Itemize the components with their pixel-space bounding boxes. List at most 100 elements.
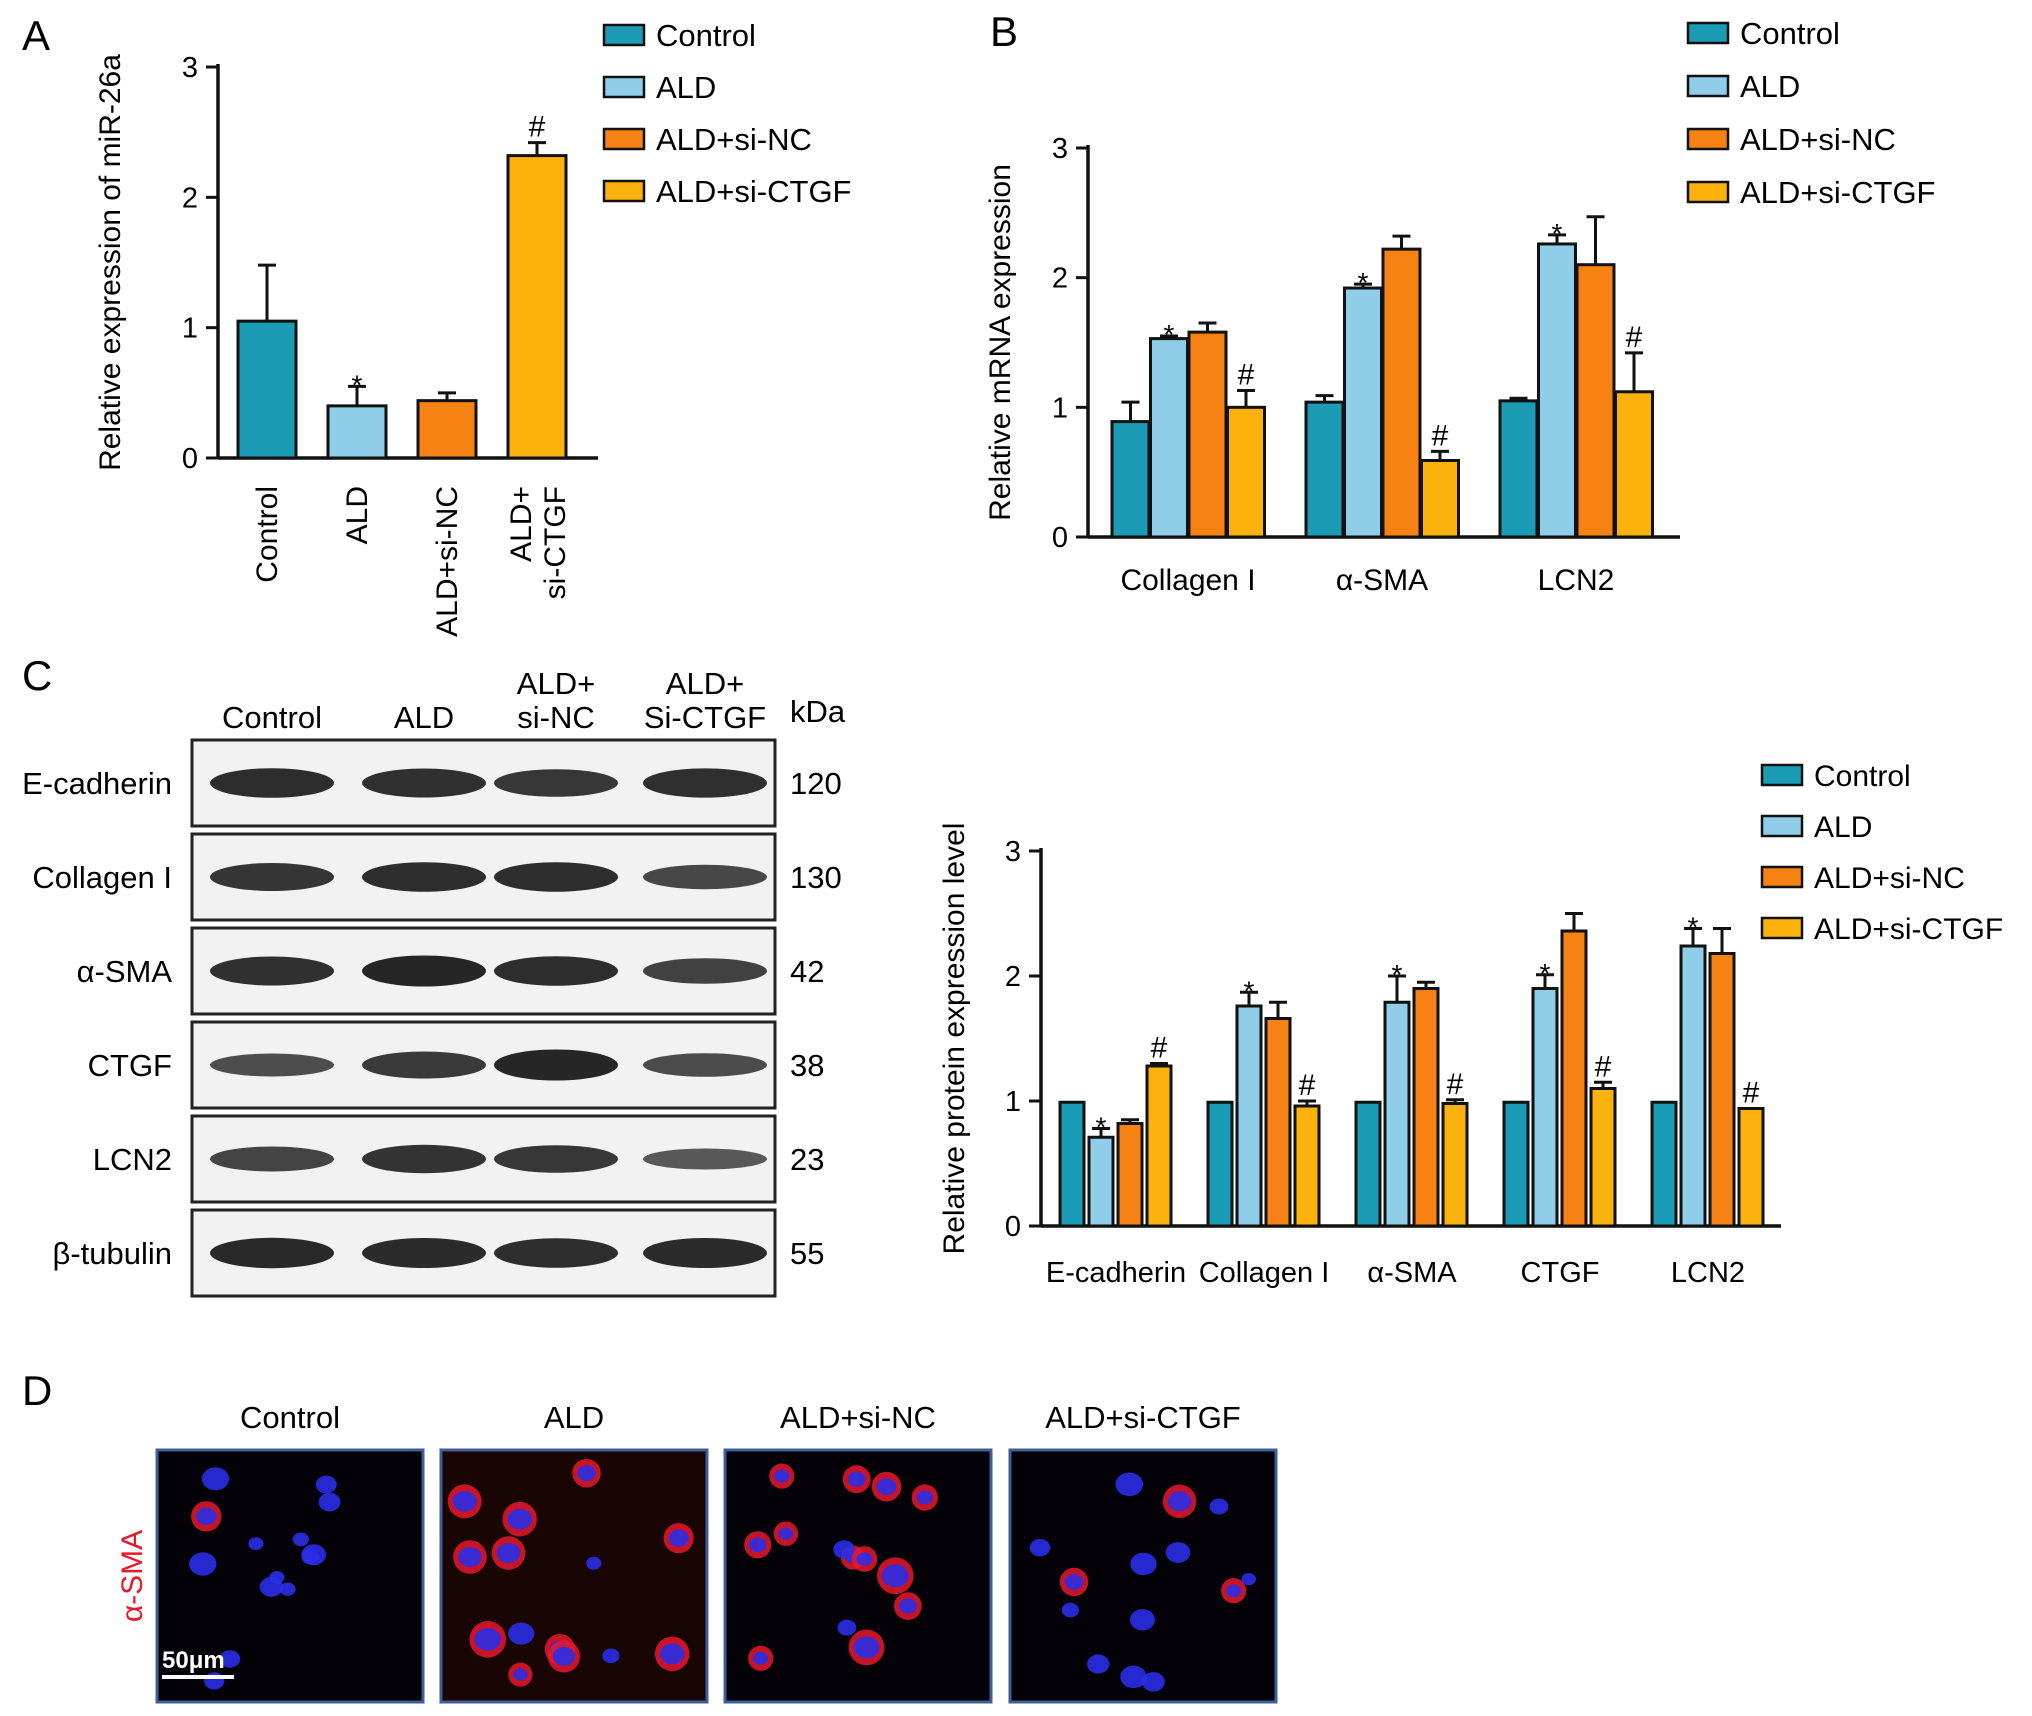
chart-b-mrna: 0 1 2 3 Relative mRNA expression * # Collagen I… xyxy=(984,16,1936,597)
blot-band-ctgf-lane-3 xyxy=(494,1049,618,1081)
fluor-nucleus xyxy=(452,1491,477,1512)
fluor-nucleus xyxy=(1165,1542,1191,1563)
chart-c-xtick-label-sma: α-SMA xyxy=(1367,1257,1457,1289)
fluor-nucleus xyxy=(1141,1672,1165,1692)
chart-c-e-cadherin-ald-star-mark: * xyxy=(1096,1112,1107,1143)
chart-c-legend-label-ald: ALD xyxy=(1814,811,1872,844)
fluor-nucleus xyxy=(1029,1538,1051,1557)
chart-c-ytick-label-2: 2 xyxy=(1005,961,1021,993)
fluor-nucleus xyxy=(1061,1602,1079,1618)
fluor-nucleus xyxy=(1087,1654,1110,1674)
chart-a-mir26a: 0 1 2 3 Relative expression of miR-26a Contro… xyxy=(94,18,852,637)
blot-kda-label-lcn2: 23 xyxy=(790,1142,824,1177)
fluor-nucleus xyxy=(201,1467,230,1491)
chart-b-xtick-label-sma: α-SMA xyxy=(1336,564,1428,597)
blot-lane-label-ald: ALD xyxy=(394,700,454,735)
chart-c-e-cadherin-ald-si-ctgf-bar xyxy=(1145,1064,1173,1228)
chart-a-legend-swatch-control xyxy=(602,23,646,47)
chart-c-legend-swatch-ald-si-nc xyxy=(1760,865,1804,889)
fluor-nucleus xyxy=(507,1508,532,1530)
fluor-nucleus xyxy=(1129,1609,1155,1631)
chart-c-lcn2-ald-si-ctgf-hash-mark: # xyxy=(1743,1077,1760,1110)
panel-letter-a: A xyxy=(22,12,50,59)
chart-b-legend-label-control: Control xyxy=(1740,16,1840,51)
chart-c-ctgf-ald-bar xyxy=(1531,987,1559,1228)
chart-b-legend-label-ald-si-ctgf: ALD+si-CTGF xyxy=(1740,175,1936,210)
chart-c-sma-ald-si-ctgf-bar xyxy=(1441,1102,1469,1228)
chart-c-ylabel: Relative protein expression level xyxy=(938,823,971,1255)
fluor-nucleus xyxy=(1209,1498,1229,1515)
chart-c-collagen-i-ald-star-mark: * xyxy=(1244,975,1255,1006)
blot-band-sma-lane-4 xyxy=(643,958,767,984)
fluor-nucleus xyxy=(1241,1572,1256,1586)
fluor-nucleus xyxy=(259,1576,284,1597)
chart-c-e-cadherin-control-bar xyxy=(1058,1100,1086,1228)
fluor-title-ald-si-ctgf: ALD+si-CTGF xyxy=(1045,1400,1241,1435)
blot-lane-label-line: ALD+ xyxy=(517,666,595,701)
fluorescence-panel: Control ALD ALD+si-NC ALD+si-CTGF α-SMA 50μm xyxy=(116,1400,1278,1704)
fluor-nucleus xyxy=(248,1537,264,1551)
chart-c-xtick-label-collagen-i: Collagen I xyxy=(1199,1257,1330,1289)
blot-band-ctgf-lane-2 xyxy=(362,1051,486,1079)
fluor-nucleus xyxy=(204,1672,225,1690)
chart-c-ctgf-ald-star-mark: * xyxy=(1540,958,1551,989)
chart-c-lcn2-ald-si-nc-bar xyxy=(1708,952,1736,1228)
fluor-image-ald-si-ctgf xyxy=(1008,1448,1278,1704)
chart-a-xtick-label-ald-si-ctgf: ALD+si-CTGF xyxy=(505,486,572,599)
blot-band-collagen-i-lane-2 xyxy=(362,862,486,892)
chart-c-sma-ald-si-nc-bar xyxy=(1412,987,1440,1228)
chart-c-xtick-label-e-cadherin: E-cadherin xyxy=(1046,1257,1186,1289)
blot-band-e-cadherin-lane-3 xyxy=(494,769,618,797)
blot-band-tubulin-lane-4 xyxy=(643,1238,767,1268)
chart-b-sma-control-bar xyxy=(1304,400,1345,539)
blot-protein-label-collagen-i: Collagen I xyxy=(32,860,172,895)
panel-letter-d: D xyxy=(22,1367,52,1414)
fluor-nucleus xyxy=(1064,1574,1084,1590)
fluor-nucleus xyxy=(899,1598,917,1614)
fluor-nucleus xyxy=(219,1650,241,1668)
chart-c-legend-label-ald-si-nc: ALD+si-NC xyxy=(1814,862,1965,895)
chart-b-sma-ald-bar xyxy=(1343,286,1383,539)
chart-c-collagen-i-ald-si-ctgf-bar xyxy=(1293,1104,1321,1228)
fluor-nucleus xyxy=(853,1636,880,1659)
fluor-nucleus xyxy=(552,1646,576,1666)
chart-c-ctgf-ald-si-nc-bar xyxy=(1560,929,1588,1228)
chart-b-legend-swatch-control xyxy=(1686,21,1730,45)
fluor-nucleus xyxy=(196,1507,217,1525)
chart-c-xtick-label-ctgf: CTGF xyxy=(1521,1257,1600,1289)
fluor-nucleus xyxy=(458,1547,482,1568)
blot-band-tubulin-lane-3 xyxy=(494,1238,618,1268)
chart-c-ctgf-control-bar xyxy=(1502,1100,1530,1228)
blot-protein-label-ctgf: CTGF xyxy=(88,1048,172,1083)
fluor-nucleus xyxy=(916,1490,933,1505)
fluor-nucleus xyxy=(659,1643,685,1665)
chart-c-e-cadherin-ald-si-ctgf-hash-mark: # xyxy=(1151,1032,1168,1065)
blot-lane-label-line: si-NC xyxy=(517,700,595,735)
blot-kda-label-collagen-i: 130 xyxy=(790,860,842,895)
blot-band-sma-lane-3 xyxy=(494,956,618,986)
chart-c-legend-label-control: Control xyxy=(1814,760,1911,793)
chart-c-legend-label-ald-si-ctgf: ALD+si-CTGF xyxy=(1814,913,2003,946)
chart-c-collagen-i-ald-si-ctgf-hash-mark: # xyxy=(1299,1069,1316,1102)
fluor-nucleus xyxy=(292,1532,309,1547)
chart-b-lcn2-control-bar xyxy=(1498,399,1539,539)
fluor-nucleus xyxy=(1130,1552,1157,1576)
chart-c-ctgf-ald-si-ctgf-hash-mark: # xyxy=(1595,1050,1612,1083)
panel-letter-b: B xyxy=(990,8,1018,55)
blot-band-sma-lane-1 xyxy=(210,956,334,986)
chart-b-sma-ald-si-ctgf-bar xyxy=(1420,458,1460,539)
chart-c-collagen-i-ald-bar xyxy=(1235,1004,1263,1228)
fluor-nucleus xyxy=(881,1564,909,1588)
blot-lane-label-line: Si-CTGF xyxy=(644,700,766,735)
chart-a-ald-si-nc-bar xyxy=(416,399,478,460)
chart-c-collagen-i-ald-si-nc-bar xyxy=(1264,1017,1292,1228)
chart-c-ctgf-ald-si-ctgf-bar xyxy=(1589,1087,1617,1228)
chart-a-xtick-label-ald: ALD xyxy=(341,486,374,544)
fluor-nucleus xyxy=(778,1527,794,1540)
fluor-nucleus xyxy=(1120,1665,1147,1689)
chart-c-sma-ald-star-mark: * xyxy=(1392,959,1403,990)
chart-c-ytick-label-0: 0 xyxy=(1005,1211,1021,1243)
chart-a-ylabel: Relative expression of miR-26a xyxy=(94,54,127,471)
blot-protein-label-sma: α-SMA xyxy=(77,954,173,989)
blot-band-lcn2-lane-2 xyxy=(362,1144,486,1174)
